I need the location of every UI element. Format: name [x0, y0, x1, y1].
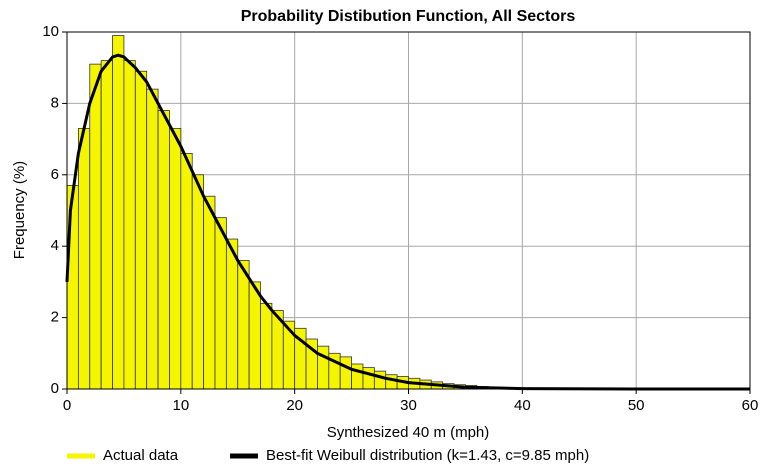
bar — [214, 217, 227, 390]
bar — [77, 127, 91, 390]
bar — [351, 363, 364, 390]
x-axis-label: Synthesized 40 m (mph) — [327, 424, 490, 441]
bar — [362, 367, 375, 390]
y-tick-label: 8 — [51, 94, 59, 111]
bar — [248, 281, 261, 390]
y-tick-label: 2 — [51, 309, 59, 326]
bar — [237, 260, 250, 390]
bar — [339, 356, 352, 390]
y-tick-label: 4 — [51, 237, 59, 254]
legend-label: Actual data — [103, 447, 179, 464]
x-tick-label: 20 — [286, 397, 303, 414]
bar — [157, 110, 170, 390]
bar — [123, 60, 136, 390]
x-tick-label: 50 — [628, 397, 645, 414]
bar — [146, 88, 159, 390]
bar — [100, 60, 113, 390]
bar — [373, 370, 387, 390]
y-tick-label: 10 — [42, 23, 59, 40]
x-tick-label: 0 — [63, 397, 71, 414]
bar — [112, 35, 125, 390]
y-tick-label: 0 — [51, 380, 59, 397]
bar — [260, 302, 273, 390]
bar — [134, 70, 148, 390]
bar — [89, 63, 102, 390]
chart-title: Probability Distibution Function, All Se… — [241, 8, 576, 25]
bar — [191, 174, 204, 390]
x-tick-label: 10 — [172, 397, 189, 414]
x-tick-label: 60 — [742, 397, 759, 414]
y-axis-label: Frequency (%) — [11, 161, 28, 259]
plot-frame — [66, 31, 751, 390]
legend-label: Best-fit Weibull distribution (k=1.43, c… — [266, 447, 589, 464]
bar — [385, 374, 398, 390]
bar — [169, 127, 182, 390]
bar — [225, 238, 239, 390]
x-tick-label: 40 — [514, 397, 531, 414]
y-tick-label: 6 — [51, 166, 59, 183]
x-tick-label: 30 — [400, 397, 417, 414]
bar — [180, 152, 193, 390]
fit-line — [65, 53, 750, 391]
bar — [203, 195, 216, 390]
